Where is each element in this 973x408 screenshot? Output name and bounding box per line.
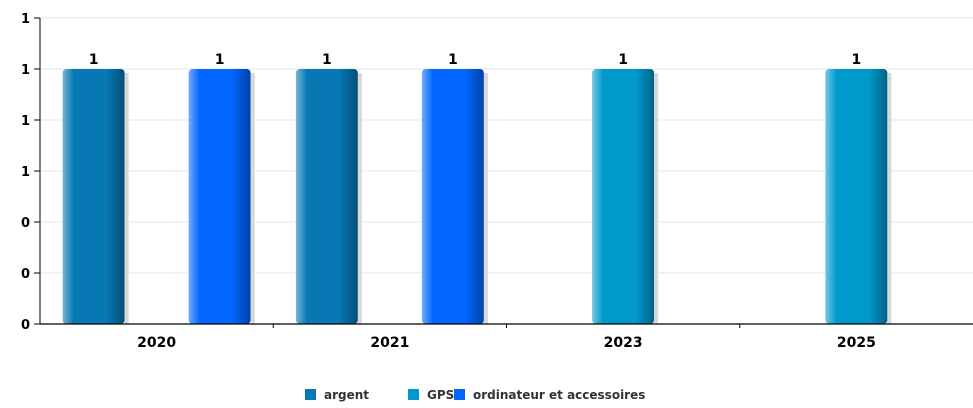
bar-value-label: 1 xyxy=(852,52,862,68)
x-category-label: 2021 xyxy=(370,335,409,351)
x-category-label: 2020 xyxy=(137,335,176,351)
legend-swatch xyxy=(408,389,419,400)
bar-argent-2020[interactable] xyxy=(62,69,125,324)
legend-swatch xyxy=(305,389,316,400)
bar-value-label: 1 xyxy=(89,52,99,68)
bar-gps-2023[interactable] xyxy=(592,69,655,324)
bar-shadow xyxy=(357,73,362,324)
bar-ordinateur-et-accessoires-2021[interactable] xyxy=(421,69,484,324)
legend-item-argent[interactable]: argent xyxy=(305,388,369,402)
bar-value-label: 1 xyxy=(215,52,225,68)
bar-gps-2025[interactable] xyxy=(825,69,888,324)
legend-label: argent xyxy=(324,388,369,402)
bar-shadow xyxy=(250,73,255,324)
bar-shadow xyxy=(483,73,488,324)
x-axis-labels: 2020 2021 2023 2025 xyxy=(137,324,876,351)
bar-shadow xyxy=(654,73,659,324)
legend[interactable]: argent GPS ordinateur et accessoires xyxy=(305,388,645,402)
bar-value-label: 1 xyxy=(448,52,458,68)
y-tick-label: 1 xyxy=(21,63,30,78)
bar-value-label: 1 xyxy=(618,52,628,68)
legend-item-gps[interactable]: GPS xyxy=(408,388,454,402)
bar-ordinateur-et-accessoires-2020[interactable] xyxy=(188,69,251,324)
bar-value-label: 1 xyxy=(322,52,332,68)
bar-shadow xyxy=(124,73,129,324)
x-category-label: 2025 xyxy=(837,335,876,351)
x-category-label: 2023 xyxy=(604,335,643,351)
y-tick-label: 1 xyxy=(21,165,30,180)
y-tick-label: 1 xyxy=(21,12,30,27)
bar-shadow xyxy=(887,73,892,324)
bars: 1 1 1 1 1 1 xyxy=(62,52,892,324)
y-axis-ticks: 0 0 0 1 1 1 1 xyxy=(21,12,40,333)
y-tick-label: 0 xyxy=(21,318,30,333)
bar-argent-2021[interactable] xyxy=(295,69,358,324)
legend-swatch xyxy=(454,389,465,400)
legend-item-ordinateur-et-accessoires[interactable]: ordinateur et accessoires xyxy=(454,388,645,402)
y-tick-label: 0 xyxy=(21,267,30,282)
legend-label: GPS xyxy=(427,388,454,402)
y-tick-label: 1 xyxy=(21,114,30,129)
y-tick-label: 0 xyxy=(21,216,30,231)
legend-label: ordinateur et accessoires xyxy=(473,388,645,402)
